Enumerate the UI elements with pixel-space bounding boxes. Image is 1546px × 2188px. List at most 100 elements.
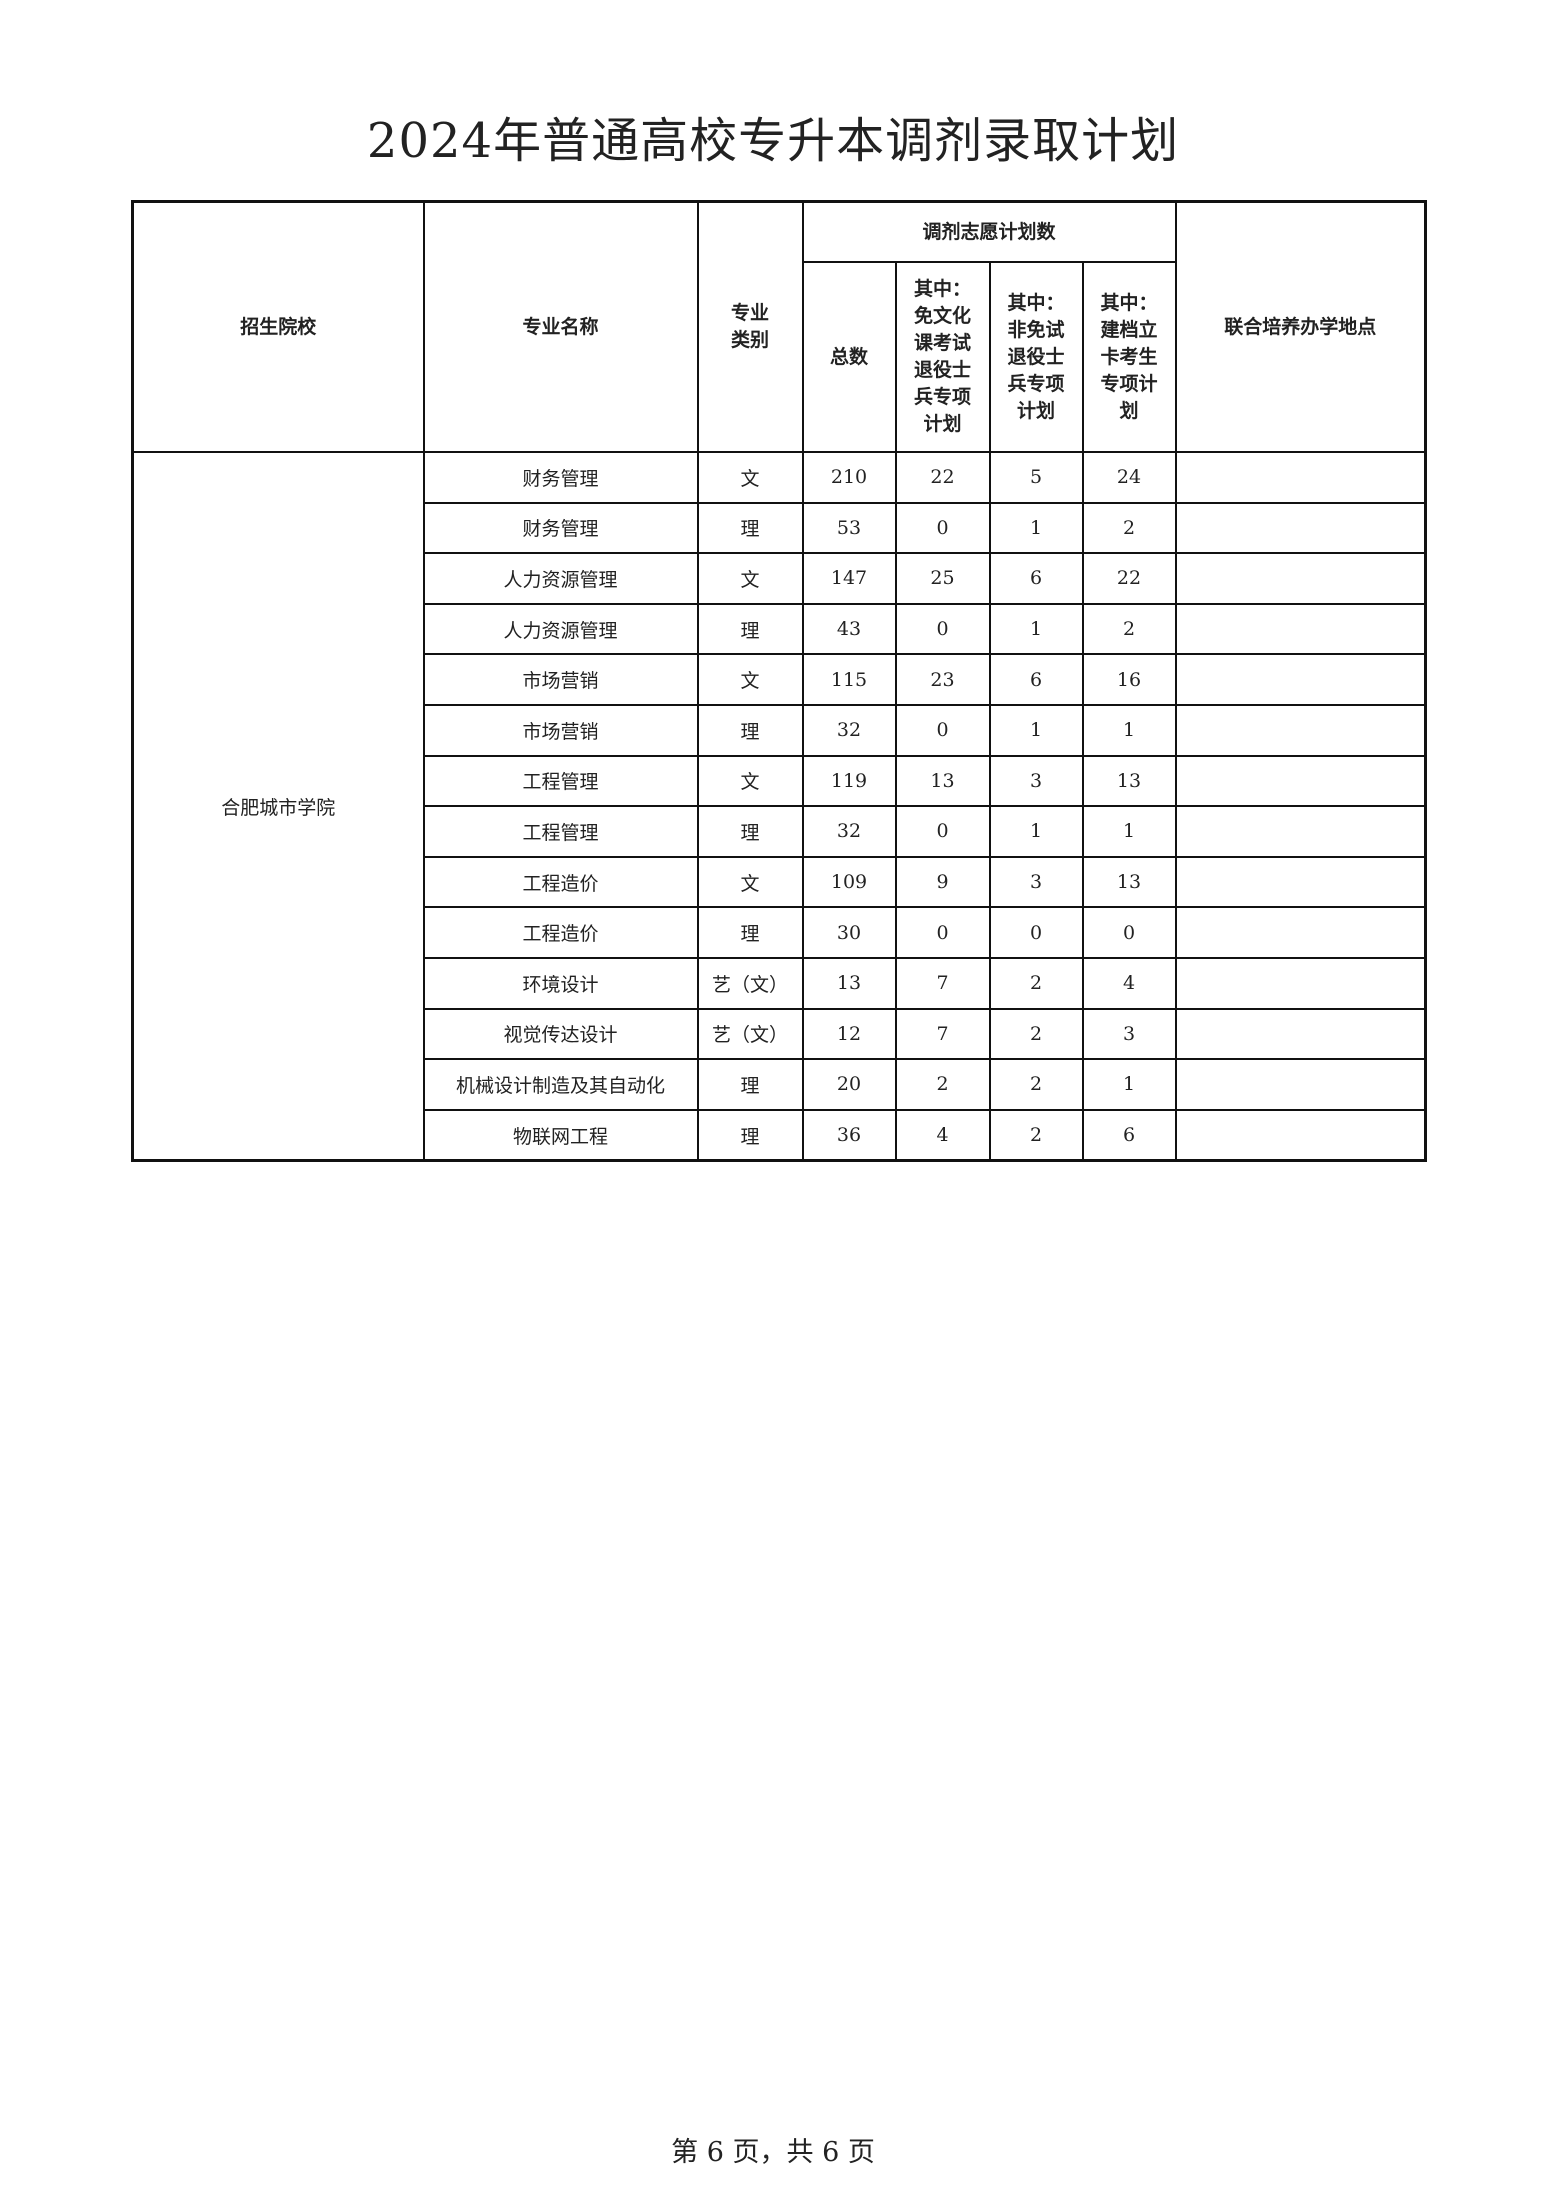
location-cell (1174, 855, 1427, 909)
sub1-cell: 9 (894, 855, 991, 909)
total-cell: 147 (801, 552, 897, 605)
location-cell (1174, 552, 1427, 605)
total-cell: 32 (801, 703, 897, 757)
location-cell (1174, 703, 1427, 757)
sub1-cell: 22 (894, 451, 991, 504)
sub1-cell: 0 (894, 501, 991, 555)
sub3-cell: 13 (1081, 754, 1177, 808)
sub1-cell: 7 (894, 956, 991, 1010)
header-sub1: 其中：免文化课考试退役士兵专项计划 (894, 261, 991, 453)
total-cell: 210 (801, 451, 897, 504)
sub3-cell: 13 (1081, 855, 1177, 909)
header-total: 总数 (801, 261, 897, 453)
location-cell (1174, 805, 1427, 858)
major-cell: 视觉传达设计 (422, 1007, 699, 1061)
sub2-cell: 1 (988, 501, 1084, 555)
sub3-cell: 1 (1081, 805, 1177, 858)
location-cell (1174, 451, 1427, 504)
table-row: 物联网工程理 36 4 2 6 (133, 1108, 1427, 1162)
table-row: 人力资源管理理 43 0 1 2 (133, 602, 1427, 656)
category-cell: 理 (696, 805, 804, 858)
sub2-cell: 2 (988, 1058, 1084, 1111)
school-cell: 合肥城市学院 (131, 451, 425, 1162)
table-row: 工程管理文 119 13 3 13 (133, 754, 1427, 808)
total-cell: 32 (801, 805, 897, 858)
location-cell (1174, 653, 1427, 706)
major-cell: 物联网工程 (422, 1108, 699, 1162)
sub1-cell: 2 (894, 1058, 991, 1111)
major-cell: 人力资源管理 (422, 552, 699, 605)
total-cell: 109 (801, 855, 897, 909)
sub3-cell: 2 (1081, 501, 1177, 555)
location-cell (1174, 1007, 1427, 1061)
location-cell (1174, 602, 1427, 656)
table-row: 机械设计制造及其自动化理 20 2 2 1 (133, 1058, 1427, 1111)
table-row: 环境设计 艺（文） 13 7 2 4 (133, 956, 1427, 1010)
total-cell: 119 (801, 754, 897, 808)
table-row: 市场营销理 32 0 1 1 (133, 703, 1427, 757)
sub2-cell: 5 (988, 451, 1084, 504)
total-cell: 12 (801, 1007, 897, 1061)
category-cell: 理 (696, 602, 804, 656)
header-sub3: 其中：建档立卡考生专项计划 (1081, 261, 1177, 453)
sub2-cell: 3 (988, 754, 1084, 808)
sub3-cell: 6 (1081, 1108, 1177, 1162)
sub2-cell: 6 (988, 552, 1084, 605)
header-category: 专业类别 (696, 200, 804, 453)
total-cell: 30 (801, 906, 897, 959)
major-cell: 工程管理 (422, 805, 699, 858)
table-row: 市场营销文 115 23 6 16 (133, 653, 1427, 706)
sub3-cell: 4 (1081, 956, 1177, 1010)
category-cell: 理 (696, 1108, 804, 1162)
table-row: 工程管理理 32 0 1 1 (133, 805, 1427, 858)
category-cell: 理 (696, 703, 804, 757)
sub3-cell: 16 (1081, 653, 1177, 706)
total-cell: 20 (801, 1058, 897, 1111)
sub1-cell: 23 (894, 653, 991, 706)
sub3-cell: 22 (1081, 552, 1177, 605)
plan-table: 招生院校 专业名称 专业类别 调剂志愿计划数 联合培养办学地点 总数 其中：免文… (131, 200, 1428, 1163)
sub2-cell: 6 (988, 653, 1084, 706)
table-row: 合肥城市学院 财务管理文 210 22 5 24 (131, 451, 1427, 1162)
location-cell (1174, 956, 1427, 1010)
total-cell: 13 (801, 956, 897, 1010)
sub2-cell: 2 (988, 1108, 1084, 1162)
category-cell: 文 (696, 451, 804, 504)
sub3-cell: 24 (1081, 451, 1177, 504)
total-cell: 43 (801, 602, 897, 656)
total-cell: 115 (801, 653, 897, 706)
category-cell: 理 (696, 1058, 804, 1111)
sub2-cell: 1 (988, 602, 1084, 656)
major-cell: 环境设计 (422, 956, 699, 1010)
location-cell (1174, 754, 1427, 808)
table-row: 工程造价理 30 0 0 0 (133, 906, 1427, 959)
sub1-cell: 7 (894, 1007, 991, 1061)
sub1-cell: 0 (894, 602, 991, 656)
sub1-cell: 25 (894, 552, 991, 605)
category-cell: 文 (696, 653, 804, 706)
sub1-cell: 13 (894, 754, 991, 808)
location-cell (1174, 501, 1427, 555)
sub2-cell: 1 (988, 805, 1084, 858)
total-cell: 53 (801, 501, 897, 555)
sub2-cell: 3 (988, 855, 1084, 909)
page-title: 2024年普通高校专升本调剂录取计划 (366, 113, 1180, 169)
sub3-cell: 2 (1081, 602, 1177, 656)
category-cell: 理 (696, 501, 804, 555)
major-cell: 财务管理 (422, 501, 699, 555)
sub2-cell: 2 (988, 956, 1084, 1010)
major-cell: 财务管理 (422, 451, 699, 504)
table-row: 视觉传达设计 艺（文） 12 7 2 3 (133, 1007, 1427, 1061)
sub1-cell: 0 (894, 805, 991, 858)
sub2-cell: 1 (988, 703, 1084, 757)
major-cell: 人力资源管理 (422, 602, 699, 656)
header-location: 联合培养办学地点 (1174, 200, 1427, 453)
location-cell (1174, 1058, 1427, 1111)
sub2-cell: 0 (988, 906, 1084, 959)
total-cell: 36 (801, 1108, 897, 1162)
header-major: 专业名称 (422, 200, 699, 453)
sub1-cell: 0 (894, 703, 991, 757)
sub3-cell: 0 (1081, 906, 1177, 959)
location-cell (1174, 1108, 1427, 1162)
category-cell: 文 (696, 754, 804, 808)
